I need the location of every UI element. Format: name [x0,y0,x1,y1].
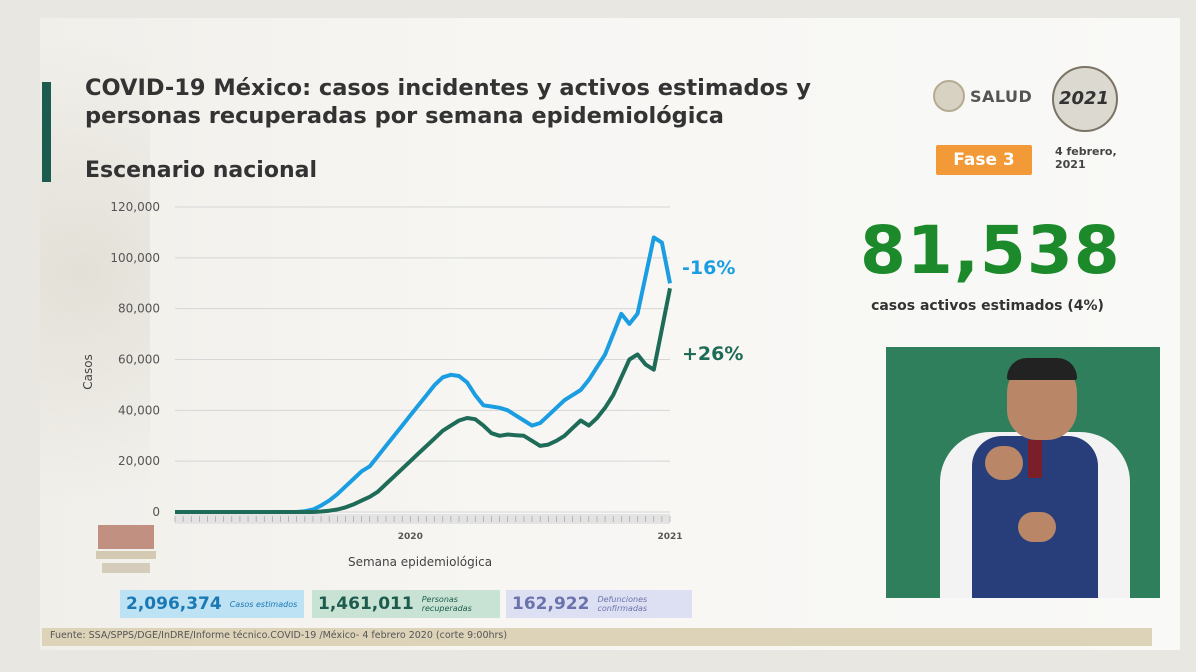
y-tick-label: 40,000 [118,403,160,417]
x-year-label: 2021 [657,532,682,542]
stat-number: 1,461,011 [318,594,414,614]
interpreter-hair [1007,358,1077,380]
x-axis-week-strip [175,514,670,524]
y-tick-label: 100,000 [110,251,160,265]
source-note: Fuente: SSA/SPPS/DGE/InDRE/Informe técni… [50,630,508,641]
series-line [175,235,672,514]
title-accent-bar [42,82,51,182]
stat-number: 162,922 [512,594,590,614]
y-tick-label: 0 [152,505,160,519]
y-tick-label: 20,000 [118,454,160,468]
y-tick-label: 60,000 [118,353,160,367]
salud-logo-text: SALUD [970,86,1033,106]
seal-icon [933,80,965,112]
stat-recovered: 1,461,011 Personas recuperadas [312,590,500,618]
series-change-label: -16% [682,257,735,279]
report-date: 4 febrero, 2021 [1055,145,1117,171]
mexico-logo-icon [96,525,156,573]
y-tick-label: 120,000 [110,200,160,214]
year-badge: 2021 [1050,58,1118,132]
interpreter-hand-right [985,446,1023,480]
y-tick-label: 80,000 [118,302,160,316]
active-cases-number: 81,538 [860,212,1121,289]
stat-label: Casos estimados [229,599,298,609]
series-change-label: +26% [682,343,743,365]
page-title: COVID-19 México: casos incidentes y acti… [85,75,811,129]
active-cases-caption: casos activos estimados (4%) [871,298,1104,314]
stat-label: Defunciones confirmadas [597,595,648,613]
interpreter-hand-left [1018,512,1056,542]
x-axis-label: Semana epidemiológica [348,555,492,569]
y-axis-label: Casos [81,354,95,390]
stat-label: Personas recuperadas [421,595,472,613]
stat-estimated-cases: 2,096,374 Casos estimados [120,590,304,618]
footer-bar [42,628,1152,646]
phase-badge: Fase 3 [936,145,1032,175]
page-subtitle: Escenario nacional [85,158,318,183]
stat-number: 2,096,374 [126,594,222,614]
salud-logo: SALUD [933,80,1032,112]
year-badge-text: 2021 [1058,88,1110,109]
stat-deaths: 162,922 Defunciones confirmadas [506,590,692,618]
series-line [175,287,672,514]
eagle-emblem-icon [1052,66,1118,132]
interpreter-tie [1028,440,1042,478]
x-year-label: 2020 [398,532,423,542]
